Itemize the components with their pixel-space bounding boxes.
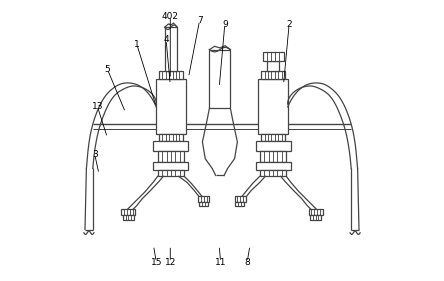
Text: 1: 1 [134,40,139,49]
Bar [260,151,286,162]
Text: 11: 11 [215,258,226,267]
Text: 13: 13 [92,103,103,112]
Bar [262,53,284,61]
Bar [256,141,290,151]
Bar [261,133,285,141]
Bar [310,216,321,221]
Text: 5: 5 [104,65,110,74]
Bar [198,196,210,202]
Bar [154,141,188,151]
Text: 4: 4 [163,35,169,44]
Text: 15: 15 [151,258,162,267]
Bar [154,162,188,170]
Text: 3: 3 [92,150,98,159]
Bar [158,170,184,176]
Bar [256,162,290,170]
Bar [159,133,183,141]
Bar [260,170,286,176]
Text: 2: 2 [286,20,292,29]
Bar [261,71,285,79]
Bar [309,209,323,216]
Bar [159,71,183,79]
Bar [123,216,134,221]
Bar [234,196,246,202]
Text: 402: 402 [162,12,179,21]
Text: 9: 9 [222,20,228,29]
Bar [165,27,177,71]
Bar [210,50,230,108]
Bar [235,202,244,207]
Bar [199,202,208,207]
Bar [158,151,184,162]
Text: 7: 7 [197,16,202,25]
Bar [121,209,135,216]
Bar [258,79,288,133]
Text: 8: 8 [244,258,250,267]
Bar [267,61,279,71]
Text: 12: 12 [165,258,176,267]
Bar [156,79,186,133]
